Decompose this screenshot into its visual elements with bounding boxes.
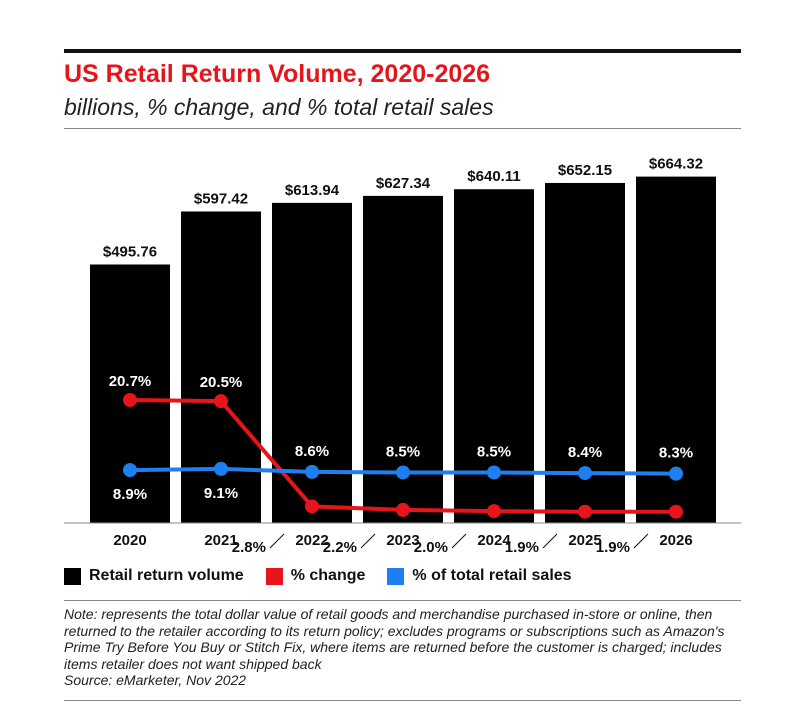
x-tick-2025: 2025 bbox=[568, 532, 601, 549]
label-pct-total-2025: 8.4% bbox=[568, 444, 602, 461]
x-tick-2026: 2026 bbox=[659, 532, 692, 549]
point-pct-total-2022 bbox=[305, 464, 319, 479]
point-pct-total-2023 bbox=[396, 465, 410, 480]
legend-label-volume: Retail return volume bbox=[89, 567, 244, 584]
chart-plot: $495.76 $597.42 $613.94 $627.34 $640.11 $652.… bbox=[64, 156, 741, 556]
legend-swatch-volume bbox=[64, 567, 81, 585]
note-rule-bottom bbox=[64, 700, 741, 701]
label-pct-change-2022: 2.8% bbox=[232, 539, 266, 556]
legend: Retail return volume % change % of total… bbox=[64, 567, 594, 585]
chart-subtitle: billions, % change, and % total retail s… bbox=[64, 94, 494, 120]
label-pct-change-2025: 1.9% bbox=[505, 539, 539, 556]
bar-label-2020: $495.76 bbox=[103, 243, 157, 260]
point-pct-total-2026 bbox=[669, 466, 683, 481]
point-pct-change-2025 bbox=[578, 504, 592, 519]
label-pct-total-2020: 8.9% bbox=[113, 486, 147, 503]
x-tick-2021: 2021 bbox=[204, 532, 237, 549]
subtitle-rule bbox=[64, 128, 741, 129]
point-pct-total-2021 bbox=[214, 461, 228, 476]
label-pct-change-2023: 2.2% bbox=[323, 539, 357, 556]
point-pct-change-2026 bbox=[669, 504, 683, 519]
top-rule bbox=[64, 49, 741, 53]
legend-item-change: % change bbox=[265, 567, 366, 585]
bar-label-2025: $652.15 bbox=[558, 162, 612, 179]
legend-item-share: % of total retail sales bbox=[387, 567, 572, 585]
bar-label-2026: $664.32 bbox=[649, 156, 703, 173]
point-pct-total-2020 bbox=[123, 463, 137, 478]
legend-swatch-change bbox=[265, 567, 283, 585]
x-tick-2022: 2022 bbox=[295, 532, 328, 549]
point-pct-change-2024 bbox=[487, 504, 501, 519]
label-pct-change-2024: 2.0% bbox=[414, 539, 448, 556]
note-rule-top bbox=[64, 600, 741, 601]
label-pct-total-2026: 8.3% bbox=[659, 445, 693, 462]
label-pct-total-2024: 8.5% bbox=[477, 443, 511, 460]
legend-swatch-share bbox=[387, 567, 405, 585]
label-pct-change-2020: 20.7% bbox=[109, 373, 152, 390]
legend-label-share: % of total retail sales bbox=[412, 567, 572, 584]
legend-item-volume: Retail return volume bbox=[64, 567, 244, 585]
point-pct-change-2020 bbox=[123, 392, 137, 407]
bar-label-2021: $597.42 bbox=[194, 190, 248, 207]
footnote: Note: represents the total dollar value … bbox=[64, 606, 744, 689]
leader-pct-change-2022 bbox=[269, 533, 285, 549]
source-text: Source: eMarketer, Nov 2022 bbox=[64, 672, 247, 688]
point-pct-change-2023 bbox=[396, 502, 410, 517]
label-pct-total-2023: 8.5% bbox=[386, 443, 420, 460]
note-text: Note: represents the total dollar value … bbox=[64, 606, 725, 672]
bar-2021 bbox=[181, 211, 261, 523]
point-pct-change-2022 bbox=[305, 499, 319, 514]
leader-pct-change-2025 bbox=[542, 533, 558, 549]
bar-label-2024: $640.11 bbox=[467, 168, 520, 185]
leader-pct-change-2026 bbox=[633, 533, 649, 549]
x-tick-2024: 2024 bbox=[477, 532, 511, 549]
point-pct-total-2024 bbox=[487, 465, 501, 480]
bar-2026 bbox=[636, 176, 716, 524]
label-pct-total-2021: 9.1% bbox=[204, 485, 238, 502]
leader-pct-change-2024 bbox=[451, 533, 467, 549]
label-pct-change-2021: 20.5% bbox=[200, 374, 243, 391]
chart-title: US Retail Return Volume, 2020-2026 bbox=[64, 60, 491, 88]
bar-label-2022: $613.94 bbox=[285, 182, 340, 199]
leader-pct-change-2023 bbox=[360, 533, 376, 549]
x-tick-2020: 2020 bbox=[113, 532, 146, 549]
bar-label-2023: $627.34 bbox=[376, 175, 431, 192]
point-pct-total-2025 bbox=[578, 466, 592, 481]
point-pct-change-2021 bbox=[214, 394, 228, 409]
x-tick-2023: 2023 bbox=[386, 532, 419, 549]
label-pct-change-2026: 1.9% bbox=[596, 539, 630, 556]
label-pct-total-2022: 8.6% bbox=[295, 443, 329, 460]
legend-label-change: % change bbox=[290, 567, 366, 584]
